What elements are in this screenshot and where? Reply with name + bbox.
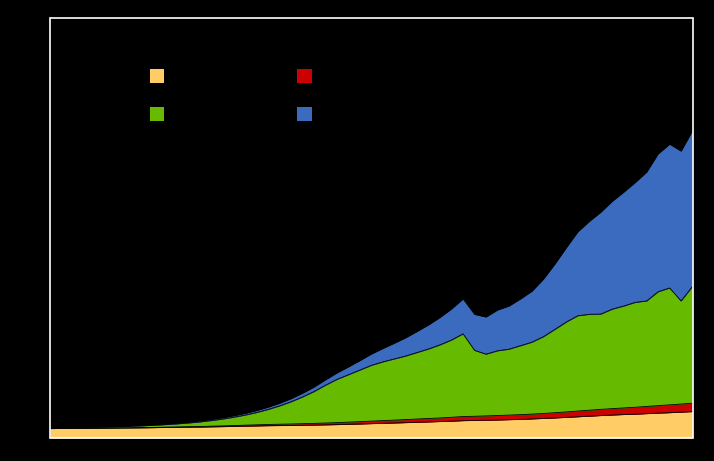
FancyBboxPatch shape (297, 107, 311, 121)
FancyBboxPatch shape (149, 107, 164, 121)
FancyBboxPatch shape (297, 69, 311, 83)
FancyBboxPatch shape (149, 69, 164, 83)
